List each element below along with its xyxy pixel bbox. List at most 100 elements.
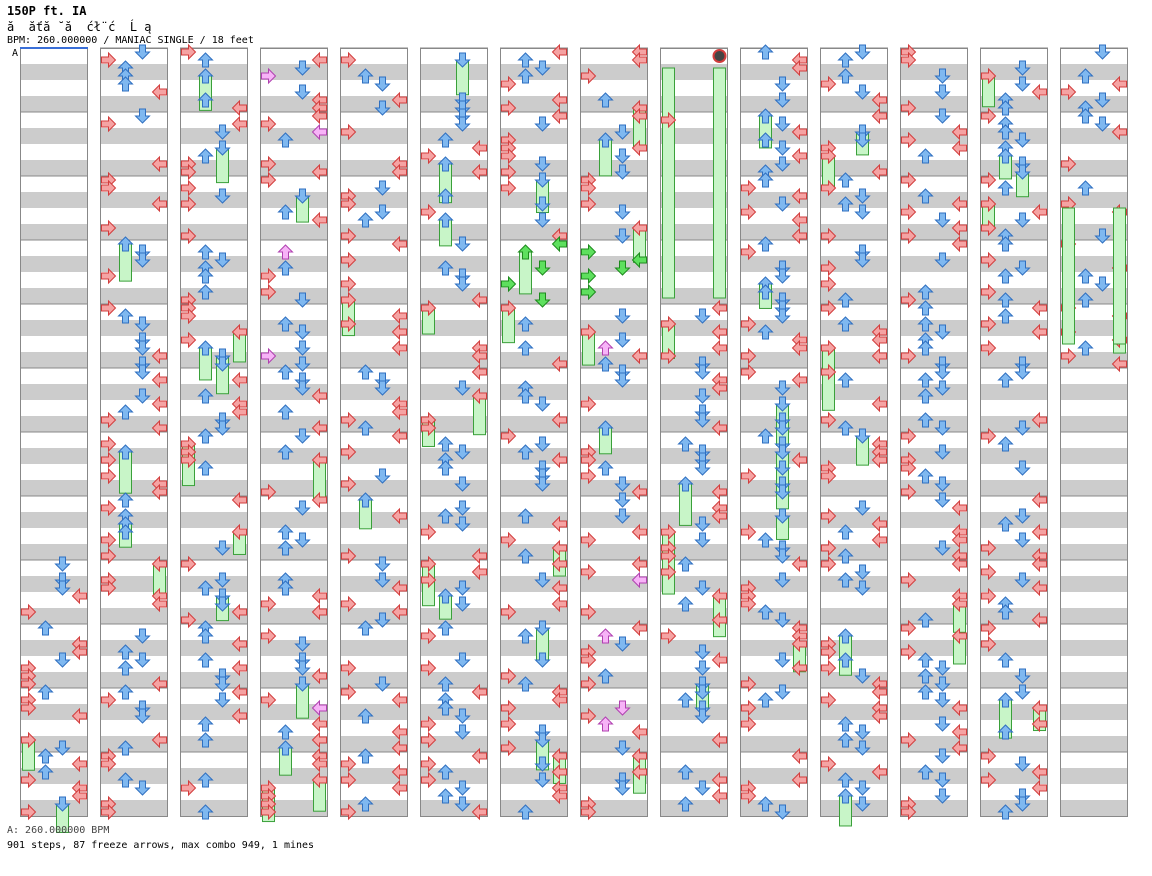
right-arrow <box>711 771 727 789</box>
right-arrow <box>1031 491 1047 509</box>
left-arrow <box>101 51 117 69</box>
down-arrow <box>837 628 854 644</box>
left-arrow <box>901 99 917 117</box>
down-arrow <box>997 724 1014 740</box>
left-arrow <box>181 307 197 325</box>
left-arrow <box>1061 83 1077 101</box>
up-arrow <box>774 76 791 92</box>
right-arrow <box>231 523 247 541</box>
beat-stripe <box>340 544 408 560</box>
beat-stripe <box>740 704 808 720</box>
beat-stripe <box>740 608 808 624</box>
beat-stripe <box>660 672 728 688</box>
down-arrow <box>837 772 854 788</box>
up-arrow <box>534 732 551 748</box>
left-arrow <box>581 603 597 621</box>
down-arrow <box>917 652 934 668</box>
beat-stripe <box>740 640 808 656</box>
left-arrow <box>581 675 597 693</box>
up-arrow <box>454 444 471 460</box>
beat-stripe <box>580 96 648 112</box>
right-arrow <box>711 731 727 749</box>
right-arrow <box>711 587 727 605</box>
left-arrow <box>741 715 757 733</box>
down-arrow <box>837 732 854 748</box>
up-arrow <box>774 444 791 460</box>
down-arrow <box>997 292 1014 308</box>
beat-stripe <box>820 608 888 624</box>
beat-stripe <box>420 384 488 400</box>
down-arrow <box>277 364 294 380</box>
up-arrow <box>294 636 311 652</box>
left-arrow <box>981 107 997 125</box>
beat-stripe <box>1060 128 1128 144</box>
left-arrow <box>261 691 277 709</box>
beat-stripe <box>180 608 248 624</box>
beat-stripe <box>20 416 88 432</box>
left-arrow <box>501 275 517 293</box>
up-arrow <box>214 140 231 156</box>
down-arrow <box>197 388 214 404</box>
up-arrow <box>614 164 631 180</box>
beat-stripe <box>420 288 488 304</box>
left-arrow <box>501 667 517 685</box>
up-arrow <box>214 420 231 436</box>
down-arrow <box>197 580 214 596</box>
up-arrow <box>934 252 951 268</box>
down-arrow <box>997 436 1014 452</box>
down-arrow <box>37 620 54 636</box>
up-arrow <box>134 316 151 332</box>
beat-stripe <box>20 128 88 144</box>
up-arrow <box>374 676 391 692</box>
up-arrow <box>214 188 231 204</box>
left-arrow <box>581 283 597 301</box>
beat-stripe <box>420 640 488 656</box>
right-arrow <box>791 59 807 77</box>
up-arrow <box>294 292 311 308</box>
down-arrow <box>677 436 694 452</box>
left-arrow <box>901 731 917 749</box>
beat-stripe <box>580 768 648 784</box>
beat-stripe <box>260 320 328 336</box>
down-arrow <box>277 244 294 260</box>
up-arrow <box>614 492 631 508</box>
column-frame <box>740 48 808 817</box>
beat-stripe <box>740 480 808 496</box>
beat-stripe <box>900 480 968 496</box>
left-arrow <box>821 555 837 573</box>
beat-stripe <box>100 416 168 432</box>
beat-stripe <box>500 160 568 176</box>
down-arrow <box>917 612 934 628</box>
right-arrow <box>231 659 247 677</box>
right-arrow <box>311 755 327 773</box>
beat-stripe <box>340 160 408 176</box>
beat-stripe <box>1060 64 1128 80</box>
up-arrow <box>614 780 631 796</box>
left-arrow <box>261 155 277 173</box>
beat-stripe <box>1060 96 1128 112</box>
down-arrow <box>117 404 134 420</box>
up-arrow <box>694 388 711 404</box>
up-arrow <box>934 492 951 508</box>
beat-stripe <box>420 704 488 720</box>
left-arrow <box>821 227 837 245</box>
up-arrow <box>1014 460 1031 476</box>
song-subtitle: ă ăťă ˘ă ćł¨ć Ĺ ą <box>7 20 152 34</box>
right-arrow <box>951 139 967 157</box>
left-arrow <box>981 219 997 237</box>
down-arrow <box>117 308 134 324</box>
beat-stripe <box>420 128 488 144</box>
beat-stripe <box>580 704 648 720</box>
beat-stripe <box>20 800 88 816</box>
up-arrow <box>774 420 791 436</box>
up-arrow <box>614 700 631 716</box>
down-arrow <box>837 52 854 68</box>
beat-stripe <box>20 576 88 592</box>
beat-stripe <box>900 96 968 112</box>
beat-stripe <box>820 736 888 752</box>
left-arrow <box>581 243 597 261</box>
beat-stripe <box>420 64 488 80</box>
beat-stripe <box>100 64 168 80</box>
beat-stripe <box>180 672 248 688</box>
beat-stripe <box>1060 544 1128 560</box>
